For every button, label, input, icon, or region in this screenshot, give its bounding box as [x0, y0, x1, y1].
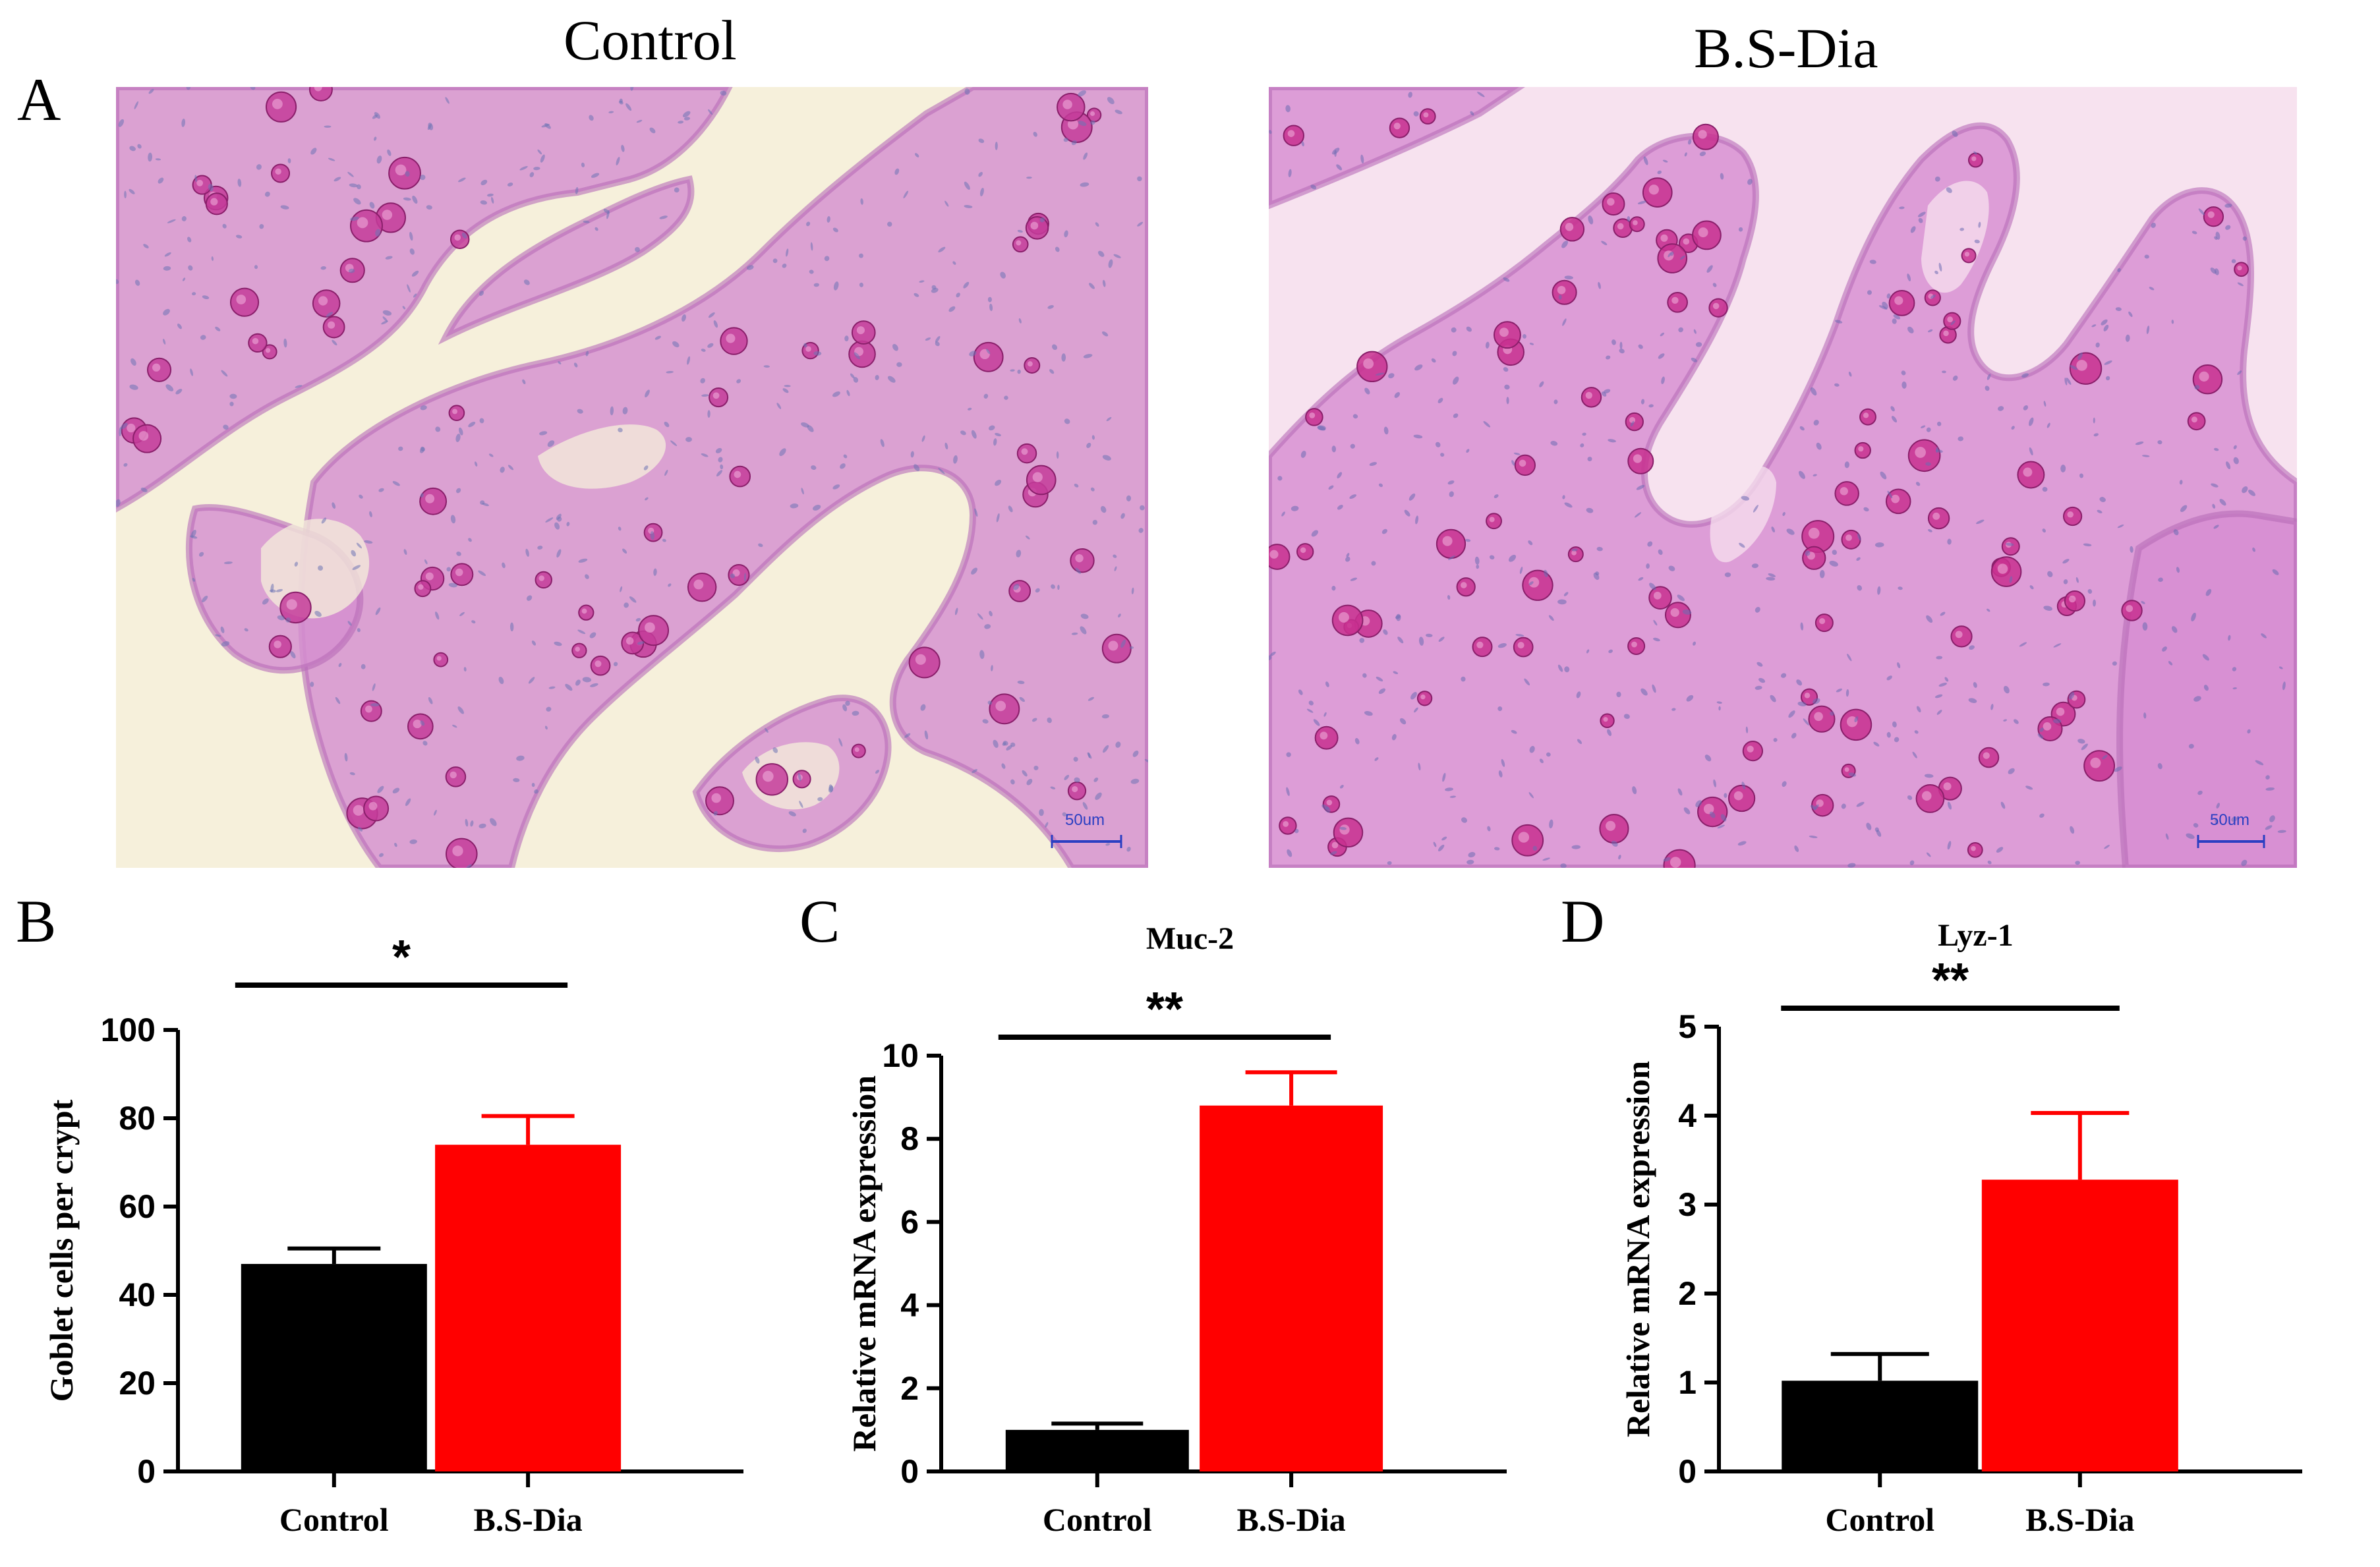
chart-d-lyz1: 0 1 2 3 4 5 Relative mRNA expression Lyz-1 Contr… [1555, 909, 2380, 1567]
y-tick-label: 6 [900, 1203, 919, 1240]
x-tick-label: Control [279, 1501, 389, 1538]
control-scale-bar: 50um [1065, 811, 1105, 829]
control-micrograph: 50um [116, 87, 1148, 868]
x-tick-label: B.S-Dia [473, 1501, 582, 1538]
bar-control [1005, 1429, 1189, 1471]
y-tick-label: 0 [900, 1453, 919, 1490]
significance-marker: ** [1932, 954, 1969, 1007]
y-tick-label: 0 [137, 1453, 156, 1490]
chart-c-muc2: 0 2 4 6 8 10 Relative mRNA expression Muc-2 Cont… [791, 909, 1555, 1567]
y-tick-label: 4 [1678, 1097, 1697, 1134]
y-tick-label: 4 [900, 1287, 919, 1324]
x-tick-label: Control [1825, 1501, 1934, 1538]
x-tick-label: B.S-Dia [2025, 1501, 2134, 1538]
y-axis-label: Relative mRNA expression [846, 1075, 883, 1452]
panel-letter-d: D [1561, 888, 1605, 955]
y-tick-label: 10 [882, 1037, 919, 1074]
y-tick-label: 5 [1678, 1008, 1697, 1045]
x-tick-label: B.S-Dia [1236, 1501, 1345, 1538]
micrograph-title-bs-dia: B.S-Dia [1694, 16, 1878, 80]
y-tick-label: 100 [101, 1011, 156, 1048]
bar-bs-dia [1981, 1180, 2178, 1471]
panel-letter-c: C [799, 888, 840, 955]
y-tick-label: 2 [900, 1370, 919, 1407]
y-tick-label: 20 [119, 1365, 156, 1402]
panel-letter-b: B [16, 888, 57, 955]
chart-title: Muc-2 [1146, 921, 1234, 956]
y-tick-label: 40 [119, 1276, 156, 1313]
y-tick-label: 80 [119, 1100, 156, 1137]
y-axis-label: Relative mRNA expression [1619, 1061, 1656, 1437]
x-tick-label: Control [1043, 1501, 1152, 1538]
y-tick-label: 8 [900, 1120, 919, 1157]
y-tick-label: 60 [119, 1188, 156, 1225]
bar-bs-dia [435, 1145, 622, 1471]
y-tick-label: 0 [1678, 1453, 1697, 1490]
bar-control [1782, 1381, 1979, 1471]
significance-marker: ** [1146, 983, 1183, 1036]
micrograph-title-control: Control [564, 9, 737, 72]
panel-letter-a: A [17, 66, 61, 133]
significance-marker: * [392, 931, 411, 984]
bs-dia-micrograph: 50um [1269, 87, 2297, 868]
y-tick-label: 1 [1678, 1364, 1697, 1401]
y-axis-label: Goblet cells per crypt [43, 1099, 80, 1402]
bar-control [241, 1264, 427, 1471]
y-tick-label: 2 [1678, 1275, 1697, 1312]
bar-bs-dia [1200, 1105, 1383, 1471]
chart-title: Lyz-1 [1938, 918, 2014, 953]
chart-b-goblet-cells: 0 20 40 60 80 100 Goblet cells per crypt Contro… [0, 909, 791, 1567]
bs-dia-scale-bar: 50um [2210, 811, 2249, 829]
y-tick-label: 3 [1678, 1186, 1697, 1223]
